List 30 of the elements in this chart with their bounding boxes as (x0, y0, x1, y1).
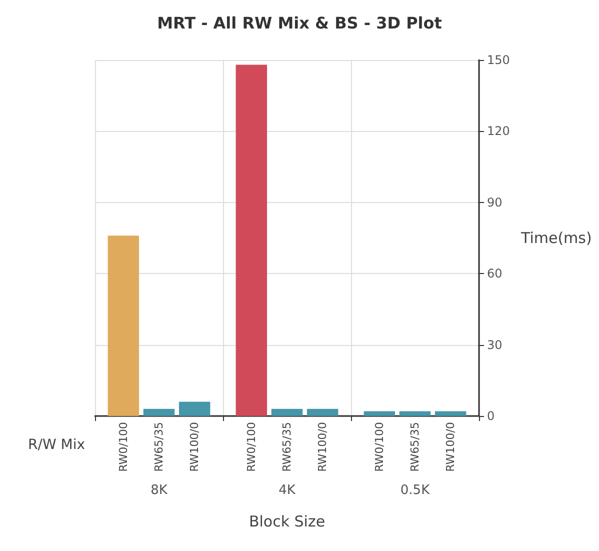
text: RW65/35 (152, 422, 166, 472)
text: RW0/100 (372, 422, 386, 472)
text: RW0/100 (244, 422, 258, 472)
x-tick-label: 0.5K (400, 483, 430, 498)
y-tick-label: 30 (487, 338, 502, 352)
text: RW100/0 (316, 422, 330, 472)
text: RW100/0 (188, 422, 202, 472)
y-tick-label: 0 (487, 409, 495, 423)
text: RW65/35 (408, 422, 422, 472)
bar (399, 411, 431, 416)
y-tick-label: 60 (487, 266, 502, 281)
y-axis-title: Time(ms) (520, 229, 592, 247)
legend-title: R/W Mix (28, 437, 86, 453)
bar (434, 411, 466, 416)
text: RW65/35 (280, 422, 294, 472)
chart-title: MRT - All RW Mix & BS - 3D Plot (157, 14, 442, 32)
bar (271, 408, 303, 416)
bar (306, 408, 338, 416)
bar (178, 402, 210, 416)
text: RW100/0 (444, 422, 458, 472)
y-tick-label: 150 (487, 53, 510, 67)
text: RW0/100 (116, 422, 130, 472)
y-tick-label: 90 (487, 195, 502, 210)
x-tick-label: 4K (278, 483, 296, 498)
x-axis-title: Block Size (248, 512, 326, 530)
bar (236, 64, 268, 416)
bar (108, 236, 140, 416)
bar (143, 408, 175, 416)
y-tick-label: 120 (487, 124, 510, 138)
x-tick-label: 8K (150, 483, 168, 498)
